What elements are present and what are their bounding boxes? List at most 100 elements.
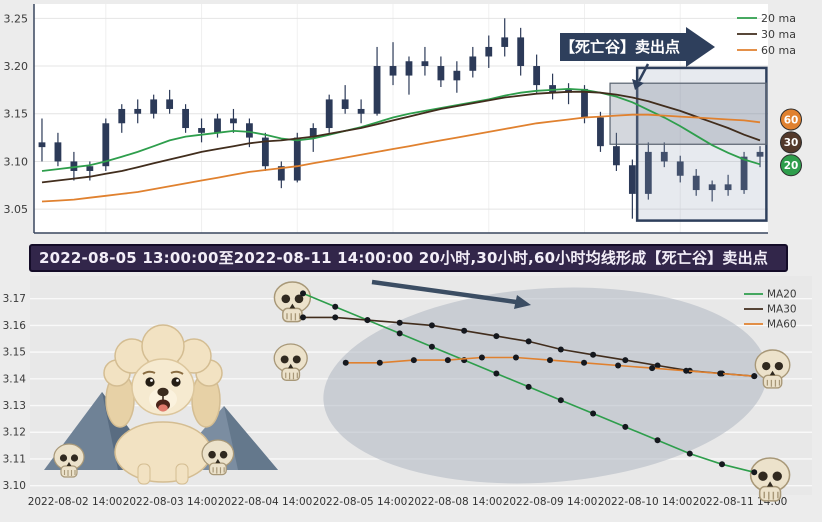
y-tick-label: 3.15	[3, 347, 26, 359]
y-tick-label: 3.11	[3, 453, 26, 465]
data-point-marker	[622, 423, 629, 430]
data-point-marker	[364, 317, 371, 324]
data-point-marker	[428, 322, 435, 329]
data-point-marker	[649, 365, 656, 372]
candle-body	[166, 99, 174, 109]
top-price-chart: 3.05 3.10 3.15 3.20 3.25 20 ma 30 ma 60 ma 60 30 2…	[4, 4, 802, 234]
data-point-marker	[547, 357, 553, 364]
candle-body	[501, 37, 509, 47]
candle-body	[86, 166, 94, 171]
y-tick-label: 3.10	[4, 155, 29, 168]
legend-label: 30 ma	[761, 28, 796, 41]
x-tick-label: 2022-08-03 14:00	[123, 496, 218, 508]
y-tick-label: 3.13	[3, 400, 26, 412]
candle-body	[70, 161, 78, 171]
y-tick-label: 3.17	[3, 293, 26, 305]
candle-body	[517, 37, 525, 67]
data-point-marker	[654, 362, 661, 369]
candle-body	[692, 175, 700, 191]
x-tick-label: 2022-08-05 14:00	[313, 496, 408, 508]
data-point-marker	[376, 359, 383, 366]
candle-body	[261, 137, 269, 167]
data-point-marker	[557, 346, 564, 353]
x-tick-label: 2022-08-09 14:00	[503, 496, 598, 508]
candle-body	[246, 123, 253, 138]
data-point-marker	[332, 303, 339, 310]
y-tick-label: 3.25	[4, 12, 29, 25]
candle-body	[134, 108, 142, 114]
candle-body	[469, 56, 477, 71]
data-point-marker	[525, 338, 532, 345]
top-chart-generated-layer: 3.05 3.10 3.15 3.20 3.25 20 ma 30 ma 60 ma 60 30 2…	[4, 4, 802, 234]
60-ma-line	[41, 113, 761, 203]
data-point-marker	[622, 357, 629, 364]
banner-arrow-head	[632, 79, 644, 90]
candle-body	[597, 117, 604, 147]
candle-body	[54, 142, 62, 162]
data-point-marker	[444, 357, 451, 364]
candle-body	[421, 61, 429, 67]
x-tick-label: 2022-08-10 14:00	[598, 496, 693, 508]
y-tick-label: 3.20	[4, 60, 29, 73]
y-tick-label: 3.12	[3, 427, 26, 439]
data-point-marker	[410, 357, 417, 364]
candle-body	[357, 108, 365, 114]
candle-body	[565, 88, 572, 93]
candle-body	[405, 61, 413, 76]
20-ma-line	[41, 87, 761, 172]
candle-body	[644, 151, 652, 194]
banner-arrow	[637, 63, 650, 82]
ma-badge	[780, 108, 802, 131]
data-point-marker	[461, 327, 468, 334]
candle-body	[150, 99, 158, 114]
data-point-marker	[719, 461, 726, 468]
candle-body	[198, 128, 205, 133]
y-tick-label: 3.16	[3, 320, 27, 332]
legend-label: MA20	[767, 289, 797, 301]
legend-label: MA30	[767, 304, 797, 316]
data-point-marker	[751, 373, 758, 380]
poodle-dog-illustration	[103, 324, 223, 485]
candle-body	[660, 151, 668, 162]
data-point-marker	[478, 354, 485, 361]
candle-body	[373, 66, 381, 114]
data-point-marker	[654, 437, 661, 444]
candle-body	[485, 46, 493, 57]
ma-badge-label: 20	[784, 160, 799, 172]
candle-body	[38, 142, 46, 148]
candle-body	[676, 161, 684, 176]
data-point-marker	[581, 359, 588, 366]
candle-body	[740, 156, 748, 191]
legend-label: MA60	[767, 319, 797, 331]
data-point-marker	[683, 367, 690, 374]
sell-point-banner-label: 【死亡谷】卖出点	[560, 38, 680, 56]
candle-body	[214, 118, 221, 133]
candle-body	[230, 118, 237, 124]
data-point-marker	[493, 333, 500, 340]
candle-body	[756, 151, 764, 157]
legend-label: 20 ma	[761, 12, 796, 25]
candle-body	[437, 66, 445, 81]
candle-body	[182, 108, 189, 129]
data-point-marker	[717, 370, 724, 377]
y-tick-label: 3.10	[3, 480, 26, 492]
ma-badge-label: 60	[784, 114, 799, 126]
ma-badge	[780, 154, 802, 177]
sell-point-banner	[560, 27, 715, 67]
candle-body	[724, 184, 732, 191]
candle-body	[118, 108, 126, 124]
candle-body	[453, 70, 461, 81]
y-tick-label: 3.05	[4, 203, 29, 216]
candle-body	[102, 123, 110, 167]
data-point-marker	[525, 383, 532, 390]
data-point-marker	[300, 314, 306, 321]
data-point-marker	[512, 354, 519, 361]
data-point-marker	[396, 319, 403, 326]
candle-body	[533, 66, 541, 86]
candle-body	[549, 85, 556, 93]
candle-body	[341, 99, 349, 109]
ma-badge	[780, 131, 802, 154]
data-point-marker	[342, 359, 349, 366]
data-point-marker	[396, 330, 403, 337]
candle-body	[708, 184, 716, 191]
